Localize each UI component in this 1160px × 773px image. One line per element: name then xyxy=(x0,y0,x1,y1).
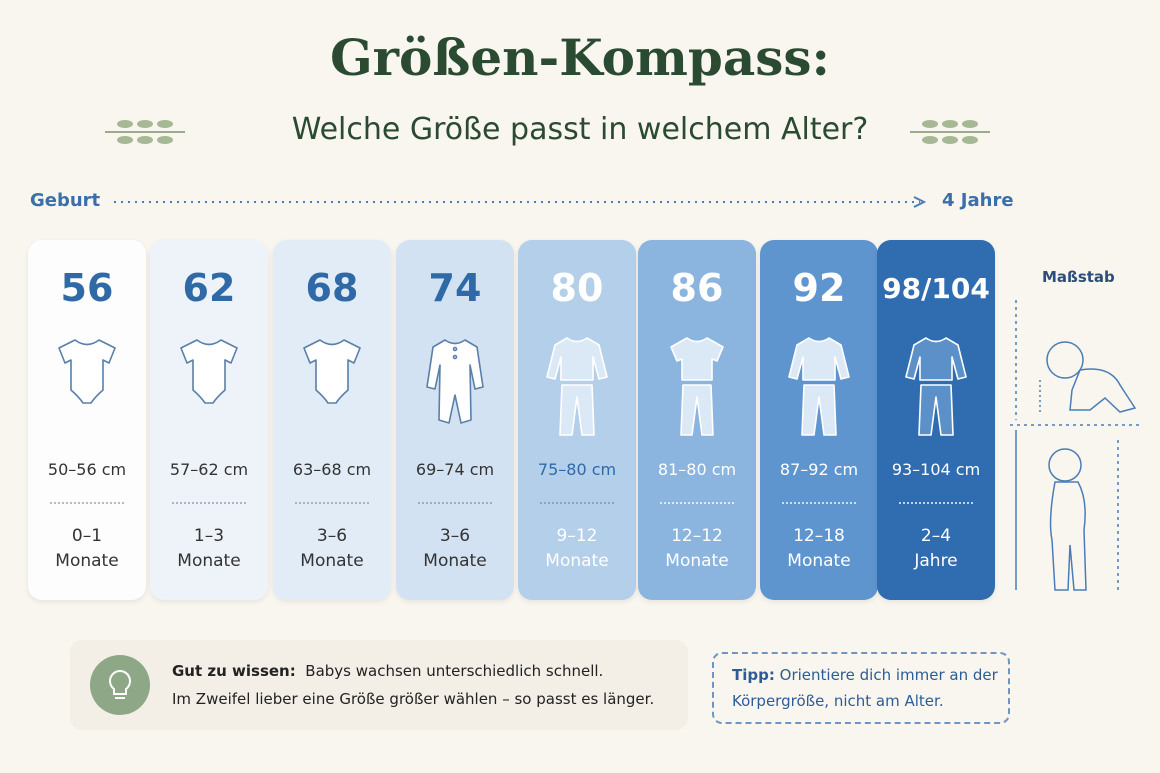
size-number: 74 xyxy=(428,266,482,310)
info-text: Babys wachsen unterschiedlich schnell. xyxy=(305,662,604,680)
tip-text: Körpergröße, nicht am Alter. xyxy=(732,692,944,710)
age-range: 12–18 Monate xyxy=(760,524,878,574)
age-value: 0–1 xyxy=(71,526,103,546)
height-range: 57–62 cm xyxy=(169,460,249,479)
age-unit: Monate xyxy=(55,551,119,571)
size-card: 80 75–80 cm 9–12 Monate xyxy=(518,240,636,600)
size-card: 62 57–62 cm 1–3 Monate xyxy=(150,240,268,600)
clothing-icon xyxy=(670,337,724,436)
age-value: 12–12 xyxy=(671,526,723,546)
leaf-ornament xyxy=(910,120,990,144)
size-number: 80 xyxy=(550,266,604,310)
age-value: 3–6 xyxy=(316,526,348,546)
info-heading: Gut zu wissen: xyxy=(172,662,296,680)
tip-box: Tipp: Orientiere dich immer an der Körpe… xyxy=(712,652,1010,724)
tip-text: Orientiere dich immer an der xyxy=(779,666,998,684)
timeline-start: Geburt xyxy=(30,190,101,211)
age-range: 0–1 Monate xyxy=(28,524,146,574)
age-value: 2–4 xyxy=(920,526,952,546)
divider xyxy=(418,502,492,504)
size-card: 86 81–80 cm 12–12 Monate xyxy=(638,240,756,600)
age-value: 1–3 xyxy=(193,526,225,546)
age-value: 3–6 xyxy=(439,526,471,546)
scale-figures xyxy=(1010,300,1140,591)
height-range: 81–80 cm xyxy=(657,460,737,479)
age-unit: Monate xyxy=(545,551,609,571)
divider xyxy=(782,502,856,504)
subtitle: Welche Größe passt in welchem Alter? xyxy=(291,112,869,147)
info-box: Gut zu wissen: Babys wachsen unterschied… xyxy=(70,640,688,730)
age-range: 9–12 Monate xyxy=(518,524,636,574)
size-card: 74 69–74 cm 3–6 Monate xyxy=(396,240,514,600)
tip-heading: Tipp: xyxy=(732,666,775,684)
height-range: 50–56 cm xyxy=(47,460,127,479)
age-unit: Monate xyxy=(423,551,487,571)
clothing-icon xyxy=(788,337,850,436)
height-range: 69–74 cm xyxy=(415,460,495,479)
clothing-icon xyxy=(905,337,967,436)
size-number: 62 xyxy=(182,266,236,310)
scale-label: Maßstab xyxy=(1042,268,1115,286)
timeline-end: 4 Jahre xyxy=(942,190,1014,211)
age-range: 3–6 Monate xyxy=(273,524,391,574)
age-unit: Jahre xyxy=(914,551,958,571)
size-number: 56 xyxy=(60,266,114,310)
clothing-icon xyxy=(426,339,484,424)
height-range: 63–68 cm xyxy=(292,460,372,479)
divider xyxy=(540,502,614,504)
age-unit: Monate xyxy=(665,551,729,571)
height-range: 75–80 cm xyxy=(537,460,617,479)
size-number: 98/104 xyxy=(882,272,990,305)
timeline-arrow xyxy=(114,196,927,208)
age-range: 12–12 Monate xyxy=(638,524,756,574)
size-number: 68 xyxy=(305,266,359,310)
size-card: 98/104 93–104 cm 2–4 Jahre xyxy=(877,240,995,600)
size-card: 56 50–56 cm 0–1 Monate xyxy=(28,240,146,600)
clothing-icon xyxy=(180,339,238,404)
divider xyxy=(172,502,246,504)
height-range: 87–92 cm xyxy=(779,460,859,479)
age-unit: Monate xyxy=(787,551,851,571)
age-unit: Monate xyxy=(300,551,364,571)
info-text: Im Zweifel lieber eine Größe größer wähl… xyxy=(172,690,655,708)
leaf-ornament xyxy=(105,120,185,144)
title: Größen-Kompass: xyxy=(329,28,831,87)
height-range: 93–104 cm xyxy=(891,460,981,479)
age-unit: Monate xyxy=(177,551,241,571)
size-number: 92 xyxy=(792,266,846,310)
divider xyxy=(660,502,734,504)
divider xyxy=(295,502,369,504)
bulb-icon xyxy=(90,655,150,715)
age-value: 12–18 xyxy=(793,526,845,546)
size-card: 92 87–92 cm 12–18 Monate xyxy=(760,240,878,600)
clothing-icon xyxy=(58,339,116,404)
age-range: 1–3 Monate xyxy=(150,524,268,574)
divider xyxy=(50,502,124,504)
size-card: 68 63–68 cm 3–6 Monate xyxy=(273,240,391,600)
age-range: 2–4 Jahre xyxy=(877,524,995,574)
age-value: 9–12 xyxy=(556,526,598,546)
clothing-icon xyxy=(303,339,361,404)
age-range: 3–6 Monate xyxy=(396,524,514,574)
size-number: 86 xyxy=(670,266,724,310)
clothing-icon xyxy=(546,337,608,436)
divider xyxy=(899,502,973,504)
